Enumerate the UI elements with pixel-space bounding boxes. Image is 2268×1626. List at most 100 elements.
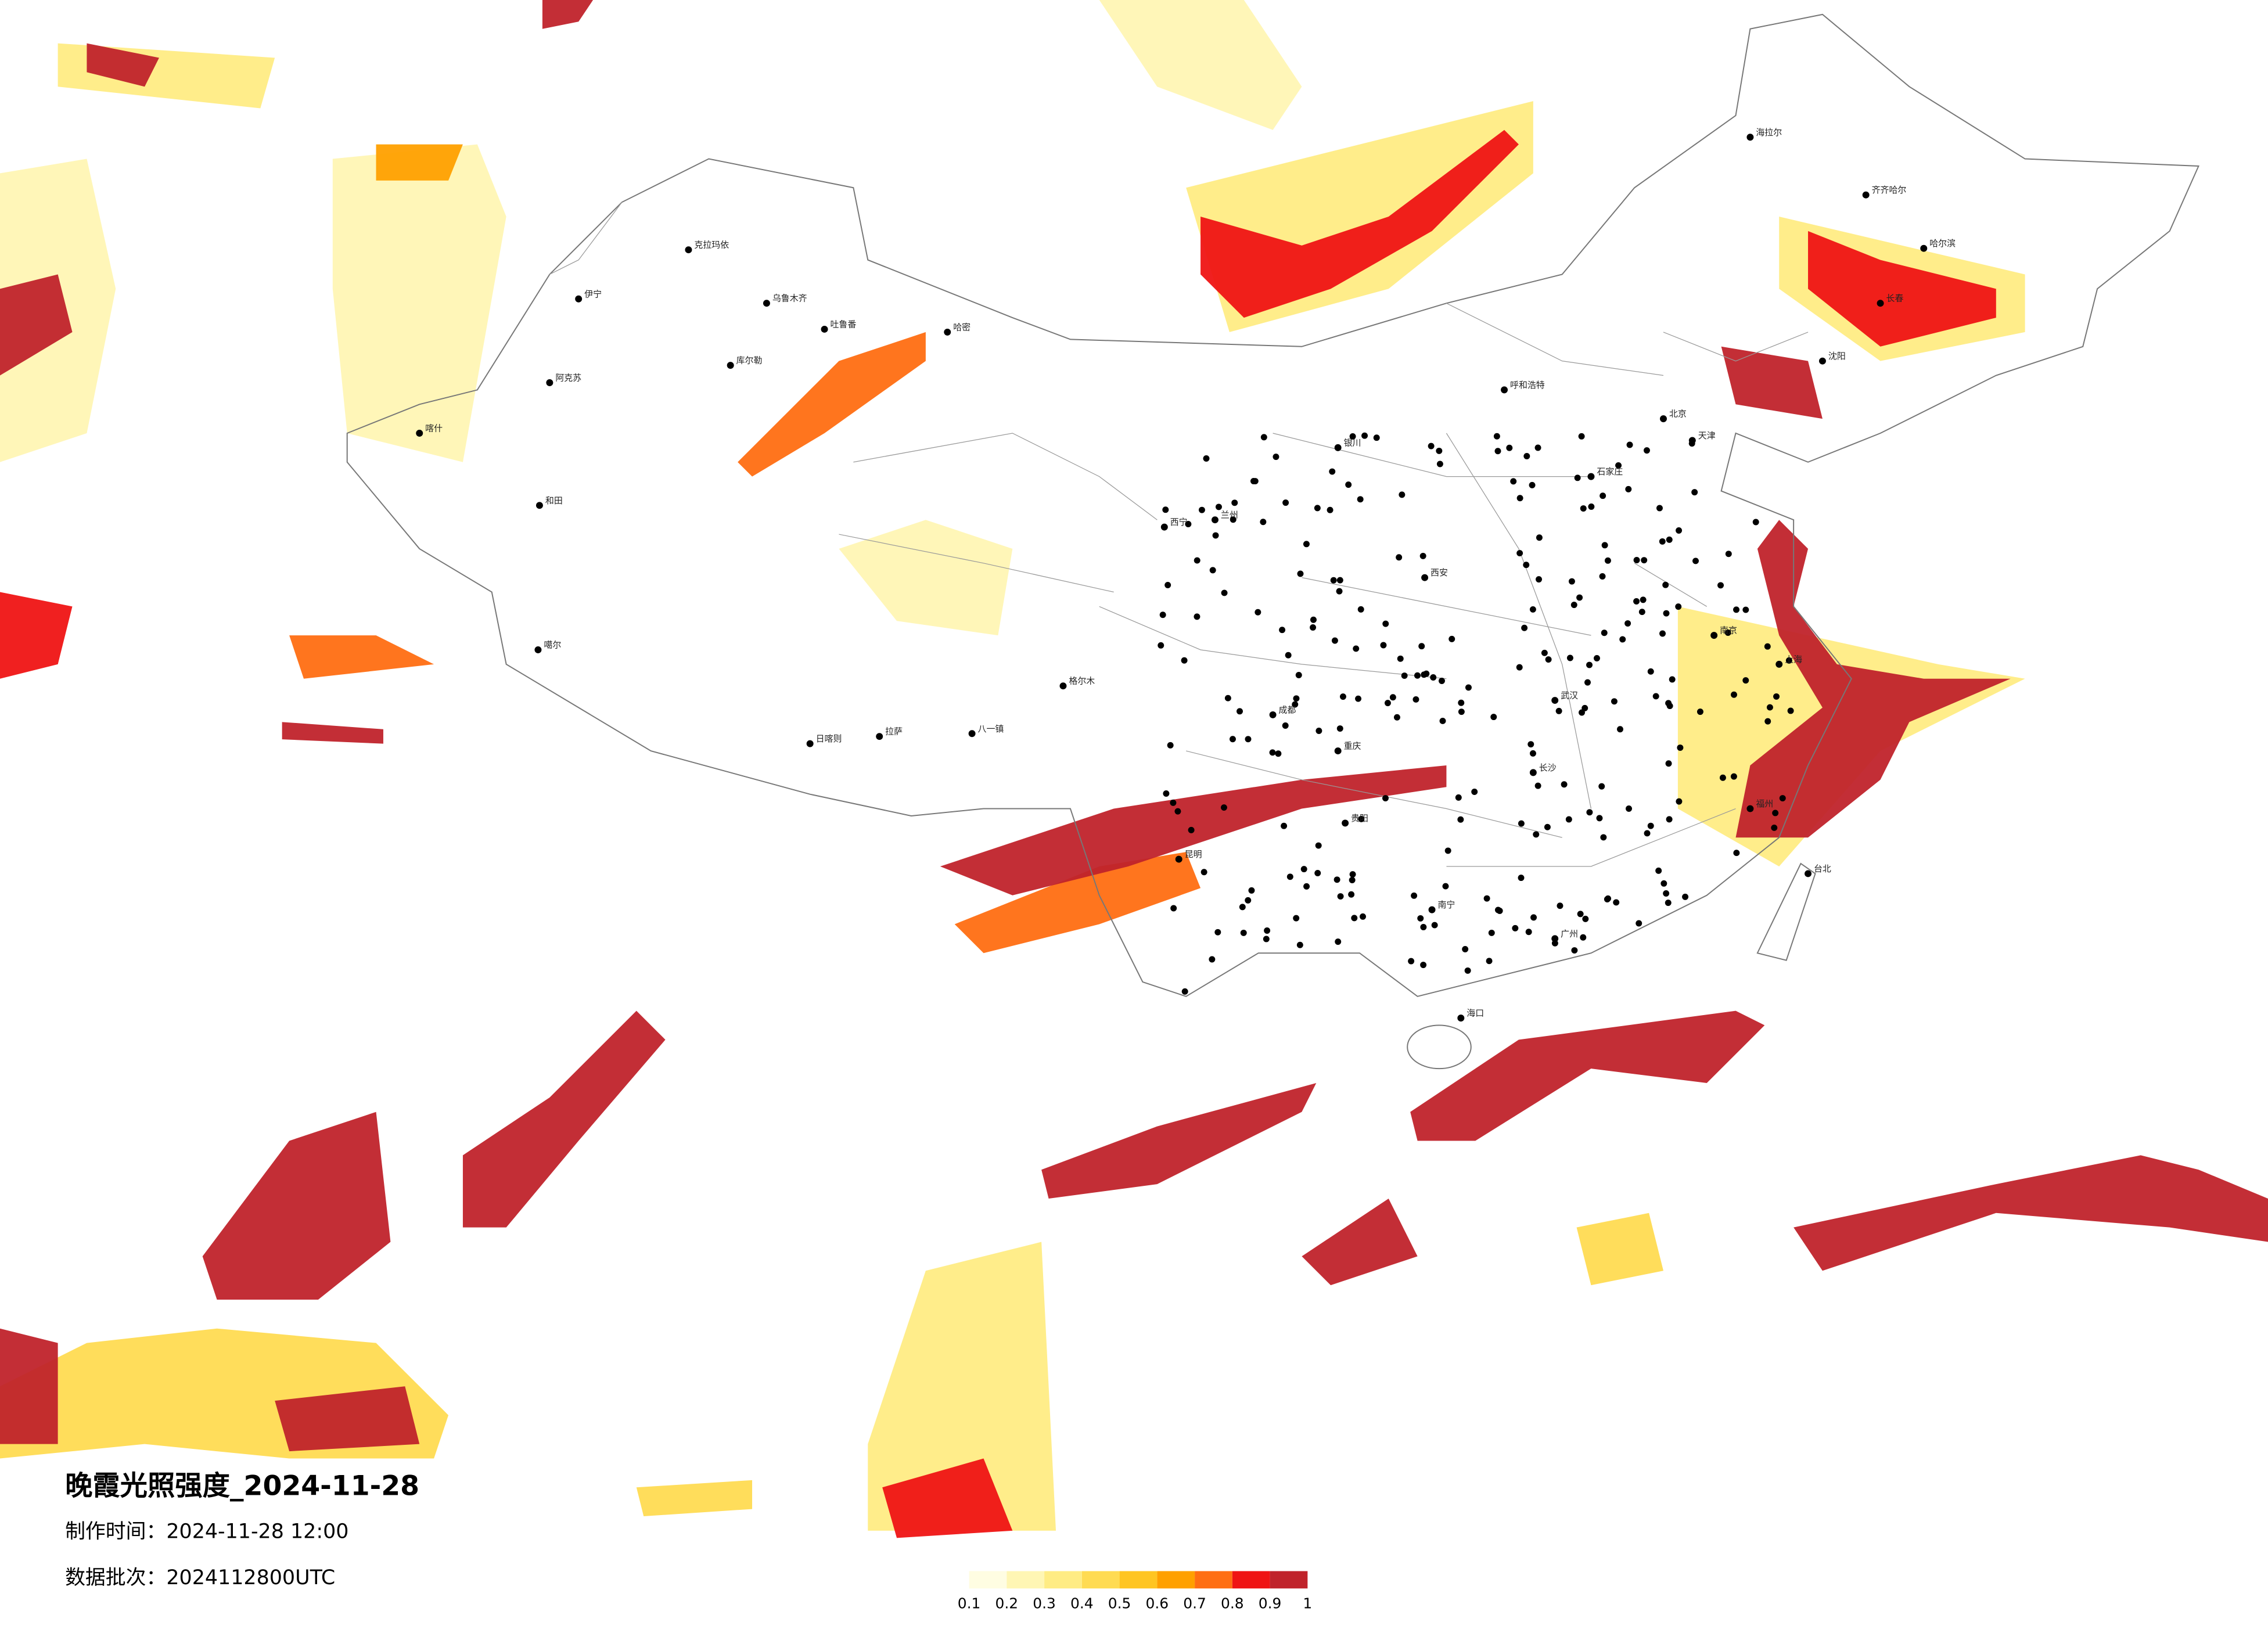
- city-dot: [1877, 300, 1884, 307]
- city-dot: [1357, 496, 1364, 503]
- city-label: 兰州: [1221, 510, 1238, 520]
- intensity-area: [1201, 129, 1519, 318]
- city-dot: [1349, 433, 1356, 440]
- city-label: 呼和浩特: [1510, 380, 1545, 390]
- city-dot: [1805, 870, 1812, 877]
- city-dot: [1733, 606, 1739, 613]
- city-dot: [1269, 749, 1276, 756]
- colorbar-tick-label: 0.4: [1070, 1595, 1094, 1612]
- city-dot: [1565, 816, 1572, 823]
- city-dot: [1384, 700, 1391, 707]
- city-label: 哈密: [953, 322, 971, 332]
- city-dot: [1660, 415, 1667, 423]
- city-dot: [1231, 499, 1238, 506]
- city-dot: [1510, 478, 1517, 485]
- city-label: 乌鲁木齐: [772, 293, 807, 304]
- city-dot: [1771, 824, 1778, 831]
- city-dot: [1428, 906, 1436, 913]
- city-dot: [1457, 816, 1464, 823]
- city-dot: [1163, 790, 1170, 797]
- city-dot: [1579, 709, 1585, 716]
- city-dot: [763, 300, 770, 307]
- city-dot: [1516, 495, 1523, 502]
- city-dot: [1420, 923, 1427, 930]
- city-dot: [1724, 629, 1731, 636]
- intensity-area: [1099, 0, 1302, 130]
- city-dot: [1619, 636, 1626, 643]
- city-label: 天津: [1698, 430, 1716, 441]
- city-dot: [1534, 444, 1541, 451]
- city-label: 日喀则: [816, 733, 842, 744]
- city-dot: [1419, 552, 1426, 559]
- made-time: 制作时间：2024-11-28 12:00: [65, 1520, 348, 1543]
- city-dot: [1638, 609, 1645, 616]
- city-dot: [1772, 810, 1779, 816]
- colorbar-swatch: [1232, 1571, 1270, 1589]
- city-dot: [1292, 701, 1299, 708]
- city-dot: [1486, 958, 1493, 965]
- city-dot: [1518, 875, 1525, 882]
- city-dot: [1286, 873, 1293, 880]
- city-dot: [1586, 661, 1593, 668]
- city-dot: [1676, 527, 1683, 534]
- city-dot: [1334, 747, 1342, 755]
- city-dot: [1285, 652, 1292, 659]
- city-dot: [1457, 1015, 1465, 1022]
- city-dot: [1240, 929, 1247, 936]
- city-dot: [1496, 907, 1503, 914]
- data-batch: 数据批次：2024112800UTC: [65, 1566, 335, 1589]
- city-dot: [1731, 691, 1737, 698]
- city-dot: [1600, 834, 1607, 841]
- city-label: 八一镇: [978, 724, 1004, 734]
- city-dot: [1357, 606, 1364, 613]
- city-dot: [1544, 823, 1551, 830]
- city-dot: [1570, 602, 1577, 609]
- city-label: 武汉: [1561, 690, 1578, 701]
- city-label: 重庆: [1344, 741, 1361, 751]
- city-dot: [1159, 611, 1166, 618]
- city-dot: [1692, 557, 1699, 564]
- intensity-area: [202, 1111, 391, 1300]
- intensity-area: [1410, 1010, 1765, 1141]
- city-dot: [1568, 578, 1575, 585]
- city-dot: [1349, 871, 1356, 878]
- city-dot: [1418, 643, 1425, 650]
- city-dot: [1561, 781, 1568, 788]
- city-dot: [1604, 557, 1611, 564]
- city-dot: [1521, 624, 1528, 631]
- city-dot: [1382, 795, 1389, 802]
- colorbar-swatch: [1081, 1571, 1120, 1589]
- city-dot: [1730, 773, 1737, 780]
- city-dot: [1175, 855, 1182, 863]
- intensity-area: [0, 592, 73, 679]
- city-dot: [1733, 850, 1740, 857]
- city-dot: [1643, 447, 1650, 454]
- city-dot: [1598, 783, 1605, 790]
- city-dot: [1779, 795, 1786, 802]
- city-dot: [1696, 708, 1703, 715]
- city-dot: [1529, 750, 1536, 757]
- city-dot: [1647, 668, 1654, 675]
- city-dot: [1303, 541, 1310, 548]
- city-dot: [1660, 880, 1667, 887]
- city-dot: [1297, 570, 1304, 577]
- city-dot: [1337, 893, 1344, 900]
- city-label: 西宁: [1170, 517, 1188, 527]
- city-dot: [1588, 503, 1595, 510]
- city-dot: [1181, 657, 1188, 664]
- city-label: 海拉尔: [1756, 127, 1782, 138]
- city-dot: [1185, 520, 1192, 527]
- city-dot: [546, 379, 553, 386]
- city-label: 昆明: [1185, 849, 1202, 859]
- city-dot: [1601, 542, 1608, 549]
- colorbar-swatch: [1119, 1571, 1158, 1589]
- city-dot: [1641, 557, 1648, 564]
- city-dot: [1534, 782, 1541, 789]
- city-dot: [1494, 448, 1501, 455]
- city-dot: [1414, 672, 1421, 679]
- map-title: 晚霞光照强度_2024-11-28: [65, 1470, 419, 1502]
- city-dot: [1198, 506, 1205, 513]
- intensity-area: [87, 43, 159, 87]
- city-dot: [1194, 557, 1201, 564]
